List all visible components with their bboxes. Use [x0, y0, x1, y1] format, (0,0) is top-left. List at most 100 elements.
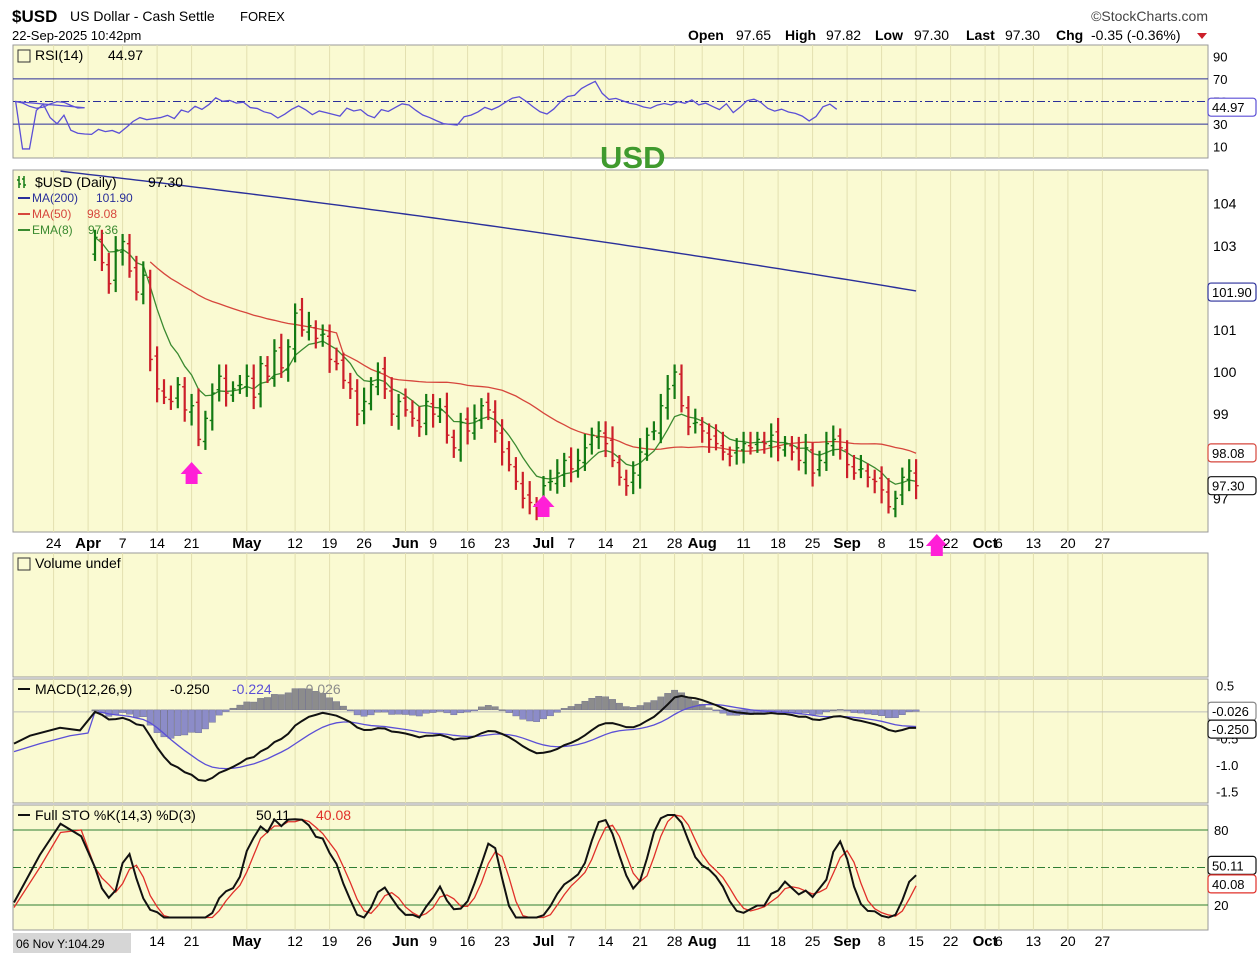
x-tick-label-top-19: 11 [736, 535, 751, 551]
macd-hist-bar-38 [353, 709, 361, 716]
x-tick-label-bottom-8: 26 [356, 933, 372, 949]
ohlc-bar-93 [734, 438, 740, 465]
ohlc-bar-88 [699, 417, 705, 443]
quote-readout: Open 97.65 High 97.82 Low 97.30 Last 97.… [688, 27, 1207, 43]
ohlc-bar-50 [437, 398, 443, 423]
macd-hist-bar-33 [319, 692, 327, 711]
ohlc-bar-70 [575, 448, 581, 478]
macd-hist-bar-104 [809, 709, 817, 715]
cursor-readout: 06 Nov Y:104.29 [16, 937, 105, 951]
macd-indicator [13, 688, 1208, 782]
volume-legend: Volume undef [17, 555, 121, 571]
macd-hist-bar-69 [567, 706, 575, 711]
ema8-line [94, 236, 917, 485]
macd-hist-bar-8 [146, 709, 154, 726]
x-tick-label-top-9: Jun [392, 535, 419, 552]
macd-hist-bar-18 [215, 709, 223, 716]
x-tick-label-bottom-9: Jun [392, 933, 419, 950]
ohlc-bar-111 [858, 454, 864, 479]
macd-hist-bar-12 [174, 709, 182, 736]
macd-hist-bar-21 [236, 704, 244, 711]
macd-hist-bar-76 [616, 702, 623, 711]
macd-hist-bar-44 [395, 709, 402, 715]
ohlc-bar-52 [451, 429, 457, 458]
rsi-indicator [13, 78, 1208, 150]
stoch-d-badge: 40.08 [1212, 877, 1245, 892]
ohlc-bar-80 [644, 427, 650, 461]
stochastic-indicator [13, 814, 1208, 919]
x-tick-label-top-27: 6 [995, 535, 1003, 551]
x-tick-label-bottom-26: Oct [973, 933, 998, 950]
ohlc-bar-40 [368, 377, 374, 411]
stoch-d-line [13, 814, 917, 919]
stoch-tick-0: 80 [1214, 823, 1228, 838]
macd-hist-bar-80 [643, 702, 651, 711]
x-tick-label-top-0: 24 [46, 535, 62, 551]
macd-hist-bar-34 [326, 697, 333, 711]
x-tick-label-bottom-13: Jul [533, 933, 555, 950]
rsi-tick-4: 10 [1213, 140, 1227, 155]
ohlc-bar-33 [320, 324, 326, 347]
up-arrow-icon-1 [532, 495, 555, 517]
ohlc-bar-59 [499, 419, 505, 466]
macd-hist-bar-106 [823, 709, 830, 713]
ohlc-bar-27 [278, 333, 284, 378]
macd-hist-bar-11 [167, 709, 175, 739]
x-tick-label-bottom-12: 23 [494, 933, 510, 949]
x-tick-label-top-26: Oct [973, 535, 998, 552]
ohlc-bar-49 [430, 393, 436, 428]
ohlc-bar-57 [485, 392, 491, 421]
ohlc-bar-21 [237, 374, 243, 394]
x-tick-label-bottom-20: 18 [770, 933, 786, 949]
x-tick-label-bottom-17: 28 [667, 933, 683, 949]
ohlc-bar-25 [264, 356, 271, 383]
macd-hist-bar-50 [436, 709, 444, 712]
x-tick-label-top-7: 19 [322, 535, 338, 551]
ohlc-bar-78 [630, 461, 636, 495]
x-tick-label-top-1: Apr [75, 535, 101, 552]
macd-hist-bar-7 [139, 709, 147, 718]
ohlc-bar-69 [568, 447, 574, 483]
ohlc-bar-63 [527, 481, 533, 515]
ohlc-bar-84 [672, 364, 678, 399]
x-tick-label-top-18: Aug [688, 535, 717, 552]
ma200-value: 101.90 [96, 191, 133, 205]
rsi-legend: RSI(14) 44.97 [17, 47, 143, 63]
macd-hist-bar-70 [574, 703, 582, 711]
cursor-readout-box [13, 933, 131, 953]
rsi-badge-box [1207, 97, 1257, 117]
x-tick-label-top-10: 9 [429, 535, 437, 551]
macd-hist-bar-40 [367, 709, 375, 716]
macd-hist-bar-59 [498, 709, 506, 711]
rsi-value: 44.97 [108, 47, 143, 63]
macd-hist-bar-25 [264, 697, 271, 711]
down-triangle-icon [1197, 33, 1207, 39]
macd-hist-bar-91 [719, 709, 727, 714]
macd-hist-bar-72 [588, 698, 596, 711]
macd-hist-bar-49 [429, 709, 437, 713]
macd-hist-bar-17 [208, 709, 216, 723]
ohlc-bar-22 [244, 364, 250, 397]
macd-hist-bar-112 [864, 709, 872, 715]
ohlc-bar-28 [285, 339, 291, 382]
x-tick-label-bottom-11: 16 [460, 933, 476, 949]
ohlc-bar-6 [133, 255, 139, 301]
macd-hist-bar-90 [712, 709, 720, 712]
ohlc-bar-44 [396, 393, 402, 430]
macd-hist-bar-116 [892, 709, 899, 718]
ohlc-bar-19 [223, 364, 229, 407]
price-tick-0: 104 [1213, 196, 1237, 212]
x-tick-label-top-23: 8 [878, 535, 886, 551]
ohlc-bar-98 [768, 423, 774, 458]
x-tick-label-top-24: 15 [908, 535, 924, 551]
x-tick-label-top-8: 26 [356, 535, 372, 551]
macd-hist-bar-35 [333, 701, 340, 711]
macd-signal-value: -0.224 [232, 681, 272, 697]
x-tick-label-top-22: Sep [833, 535, 861, 552]
ohlc-bar-39 [361, 387, 367, 425]
ohlc-bar-60 [506, 441, 512, 472]
ohlc-bar-13 [182, 377, 188, 422]
ohlc-bar-58 [492, 400, 498, 443]
ohlc-bar-103 [803, 433, 809, 475]
